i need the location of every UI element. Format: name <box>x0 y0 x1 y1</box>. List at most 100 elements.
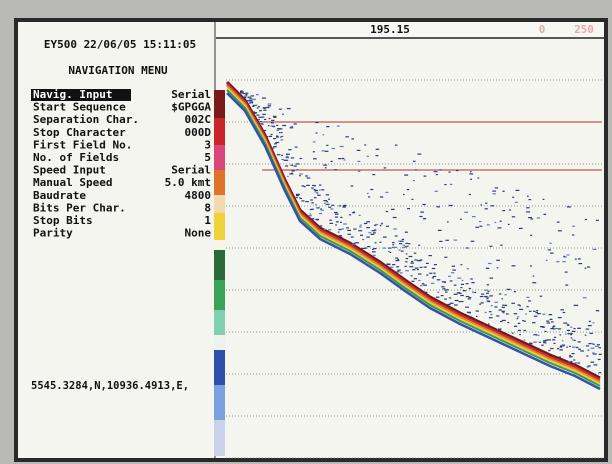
fish-echo <box>437 292 439 293</box>
menu-value: 3 <box>204 138 211 151</box>
fish-echo <box>296 195 299 196</box>
fish-echo <box>534 316 538 317</box>
fish-echo <box>562 261 565 262</box>
fish-echo <box>591 348 595 349</box>
fish-echo <box>570 334 572 335</box>
menu-label: Baudrate <box>33 189 86 202</box>
fish-echo <box>455 300 459 301</box>
fish-echo <box>542 314 545 315</box>
fish-echo <box>555 328 558 329</box>
fish-echo <box>491 305 493 306</box>
fish-echo <box>586 329 590 330</box>
fish-echo <box>325 151 329 152</box>
fish-echo <box>472 292 474 293</box>
fish-echo <box>526 211 530 212</box>
fish-echo <box>543 214 546 215</box>
fish-echo <box>326 194 329 195</box>
fish-echo <box>388 248 391 249</box>
fish-echo <box>307 177 311 178</box>
fish-echo <box>480 296 484 297</box>
fish-echo <box>565 285 568 286</box>
fish-echo <box>573 359 575 360</box>
fish-echo <box>467 268 469 269</box>
fish-echo <box>306 185 310 186</box>
fish-echo <box>254 113 256 114</box>
fish-echo <box>405 243 407 244</box>
fish-echo <box>598 359 601 360</box>
fish-echo <box>567 254 570 255</box>
fish-echo <box>487 224 490 225</box>
fish-echo <box>358 230 362 231</box>
fish-echo <box>548 249 551 250</box>
fish-echo <box>302 185 305 186</box>
fish-echo <box>256 94 259 95</box>
fish-echo <box>411 261 413 262</box>
fish-echo <box>249 97 253 98</box>
fish-echo <box>566 347 568 348</box>
fish-echo <box>392 244 394 245</box>
fish-echo <box>462 280 464 281</box>
fish-echo <box>488 291 490 292</box>
fish-echo <box>506 313 509 314</box>
fish-echo <box>539 342 541 343</box>
fish-echo <box>533 342 537 343</box>
fish-echo <box>563 312 566 313</box>
fish-echo <box>589 321 591 322</box>
fish-echo <box>376 155 379 156</box>
fish-echo <box>433 273 435 274</box>
fish-echo <box>597 344 600 345</box>
fish-echo <box>574 305 576 306</box>
fish-echo <box>489 311 492 312</box>
fish-echo <box>524 330 527 331</box>
fish-echo <box>281 155 283 156</box>
fish-echo <box>436 206 440 207</box>
fish-echo <box>407 189 409 190</box>
fish-echo <box>488 323 490 324</box>
fish-echo <box>550 253 554 254</box>
fish-echo <box>261 117 265 118</box>
fish-echo <box>326 145 328 146</box>
fish-echo <box>288 149 291 150</box>
fish-echo <box>599 347 602 348</box>
fish-echo <box>507 289 511 290</box>
fish-echo <box>319 213 322 214</box>
fish-echo <box>366 227 370 228</box>
fish-echo <box>418 273 421 274</box>
fish-echo <box>454 240 458 241</box>
fish-echo <box>549 314 553 315</box>
fish-echo <box>515 202 518 203</box>
fish-echo <box>592 352 594 353</box>
fish-echo <box>571 361 573 362</box>
fish-echo <box>321 210 324 211</box>
fish-echo <box>443 288 446 289</box>
range-end: 250 <box>574 23 594 36</box>
fish-echo <box>340 235 342 236</box>
fish-echo <box>444 184 446 185</box>
menu-label: Parity <box>33 227 73 240</box>
fish-echo <box>588 350 590 351</box>
fish-echo <box>586 345 589 346</box>
color-scale-step <box>214 118 225 145</box>
fish-echo <box>417 260 421 261</box>
color-scale-step <box>214 240 225 250</box>
fish-echo <box>493 193 496 194</box>
fish-echo <box>512 265 516 266</box>
fish-echo <box>432 268 435 269</box>
fish-echo <box>546 321 549 322</box>
fish-echo <box>367 246 370 247</box>
fish-echo <box>528 300 531 301</box>
menu-value: 002C <box>185 113 212 126</box>
color-scale-step <box>214 145 225 170</box>
fish-echo <box>470 316 472 317</box>
fish-echo <box>575 362 578 363</box>
fish-echo <box>528 217 532 218</box>
fish-echo <box>409 266 413 267</box>
fish-echo <box>287 176 289 177</box>
fish-echo <box>418 280 420 281</box>
fish-echo <box>279 109 282 110</box>
fish-echo <box>317 195 321 196</box>
fish-echo <box>489 295 493 296</box>
fish-echo <box>417 269 419 270</box>
fish-echo <box>572 353 575 354</box>
fish-echo <box>383 248 386 249</box>
